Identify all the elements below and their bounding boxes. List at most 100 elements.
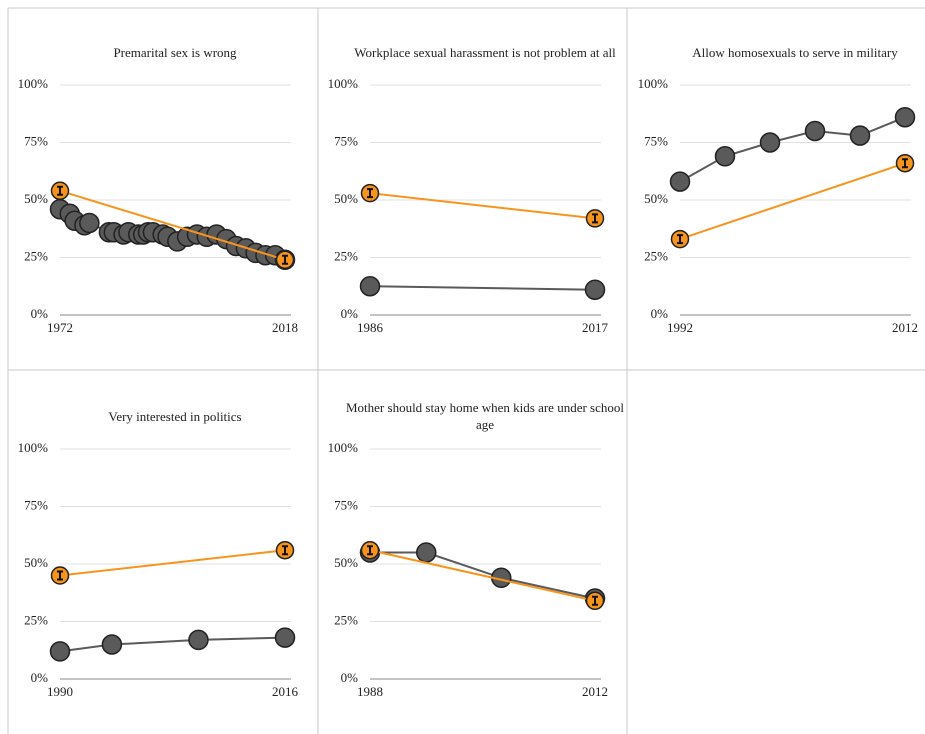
y-tick-label: 50% [24, 555, 48, 570]
point [670, 229, 690, 249]
panel-title: Allow homosexuals to serve in military [692, 44, 898, 60]
y-tick-label: 75% [24, 133, 48, 148]
y-tick-label: 0% [341, 306, 359, 321]
panel-borders [7, 7, 925, 734]
point [50, 181, 70, 201]
x-tick-label: 2012 [582, 684, 608, 699]
y-tick-label: 100% [328, 440, 359, 455]
x-tick-label: 1990 [47, 684, 73, 699]
y-tick-label: 100% [18, 76, 49, 91]
y-tick-label: 25% [644, 248, 668, 263]
error-glyph [57, 570, 63, 581]
y-tick-label: 25% [334, 248, 358, 263]
y-tick-label: 50% [24, 191, 48, 206]
point-circle [669, 171, 691, 192]
point [714, 146, 736, 167]
x-tick-label: 1992 [667, 320, 693, 335]
x-tick-label: 1972 [47, 320, 73, 335]
point-circle [894, 106, 916, 128]
point-circle [584, 279, 606, 300]
y-tick-label: 100% [638, 76, 669, 91]
y-tick-label: 50% [644, 191, 668, 206]
point-circle [49, 641, 71, 662]
error-glyph [592, 213, 598, 224]
point [804, 120, 826, 142]
panel-title: Workplace sexual harassment is not probl… [354, 44, 616, 60]
y-tick-label: 75% [644, 133, 668, 148]
point [759, 132, 781, 153]
point-circle [79, 212, 100, 234]
point [188, 629, 209, 651]
point [275, 250, 295, 270]
point-circle [759, 132, 781, 153]
x-tick-label: 2017 [582, 320, 609, 335]
point [585, 209, 605, 228]
y-tick-label: 25% [334, 612, 358, 627]
point-circle [804, 120, 826, 142]
error-glyph [367, 188, 373, 199]
point [359, 276, 381, 297]
panel: 0% 25% 50% 75% 100% 1972 2018 [18, 76, 298, 335]
y-tick-label: 75% [24, 497, 48, 512]
series-line [59, 549, 286, 577]
series-line [369, 549, 596, 602]
point [894, 106, 916, 128]
y-tick-label: 25% [24, 248, 48, 263]
y-tick-label: 100% [328, 76, 359, 91]
point-circle [101, 634, 123, 655]
y-tick-label: 75% [334, 497, 358, 512]
error-glyph [282, 254, 288, 265]
y-tick-label: 0% [651, 306, 669, 321]
point [274, 627, 296, 648]
point [416, 542, 437, 563]
point [360, 540, 380, 560]
x-tick-label: 2016 [272, 684, 299, 699]
point-circle [188, 629, 209, 651]
series-line [370, 551, 596, 600]
panel: 0% 25% 50% 75% 100% 1990 2016 [18, 440, 299, 699]
error-glyph [677, 234, 683, 245]
y-tick-label: 75% [334, 133, 358, 148]
point [669, 171, 691, 192]
point [50, 566, 70, 585]
series-line [369, 285, 596, 291]
panel: 0% 25% 50% 75% 100% 1992 2012 [638, 76, 918, 335]
panel-title: Mother should stay home when kids are un… [345, 400, 624, 432]
x-tick-label: 1986 [357, 320, 384, 335]
x-tick-label: 2018 [272, 320, 298, 335]
point [584, 279, 606, 300]
y-tick-label: 50% [334, 555, 358, 570]
series-line [59, 636, 286, 653]
point [79, 212, 100, 234]
point-circle [359, 276, 381, 297]
panel: 0% 25% 50% 75% 100% 1988 2012 [328, 440, 608, 699]
x-tick-label: 1988 [357, 684, 383, 699]
error-glyph [592, 595, 598, 606]
point-circle [274, 627, 296, 648]
series-line [679, 162, 906, 241]
error-glyph [282, 545, 288, 556]
y-tick-label: 0% [31, 670, 49, 685]
y-tick-label: 25% [24, 612, 48, 627]
panel: 0% 25% 50% 75% 100% 1986 2017 [328, 76, 609, 335]
y-tick-label: 0% [31, 306, 49, 321]
point [585, 591, 605, 611]
error-glyph [902, 158, 908, 169]
point [895, 153, 915, 173]
point [849, 125, 871, 146]
point-circle [416, 542, 437, 563]
y-tick-label: 50% [334, 191, 358, 206]
series-line [369, 192, 596, 220]
point-circle [714, 146, 736, 167]
series-line [679, 116, 906, 183]
x-tick-label: 2012 [892, 320, 918, 335]
error-glyph [57, 185, 63, 196]
panel-title: Premarital sex is wrong [113, 44, 237, 60]
point [101, 634, 123, 655]
series-line [59, 189, 286, 261]
point [49, 641, 71, 662]
y-tick-label: 0% [341, 670, 359, 685]
error-glyph [367, 545, 373, 556]
point-circle [849, 125, 871, 146]
